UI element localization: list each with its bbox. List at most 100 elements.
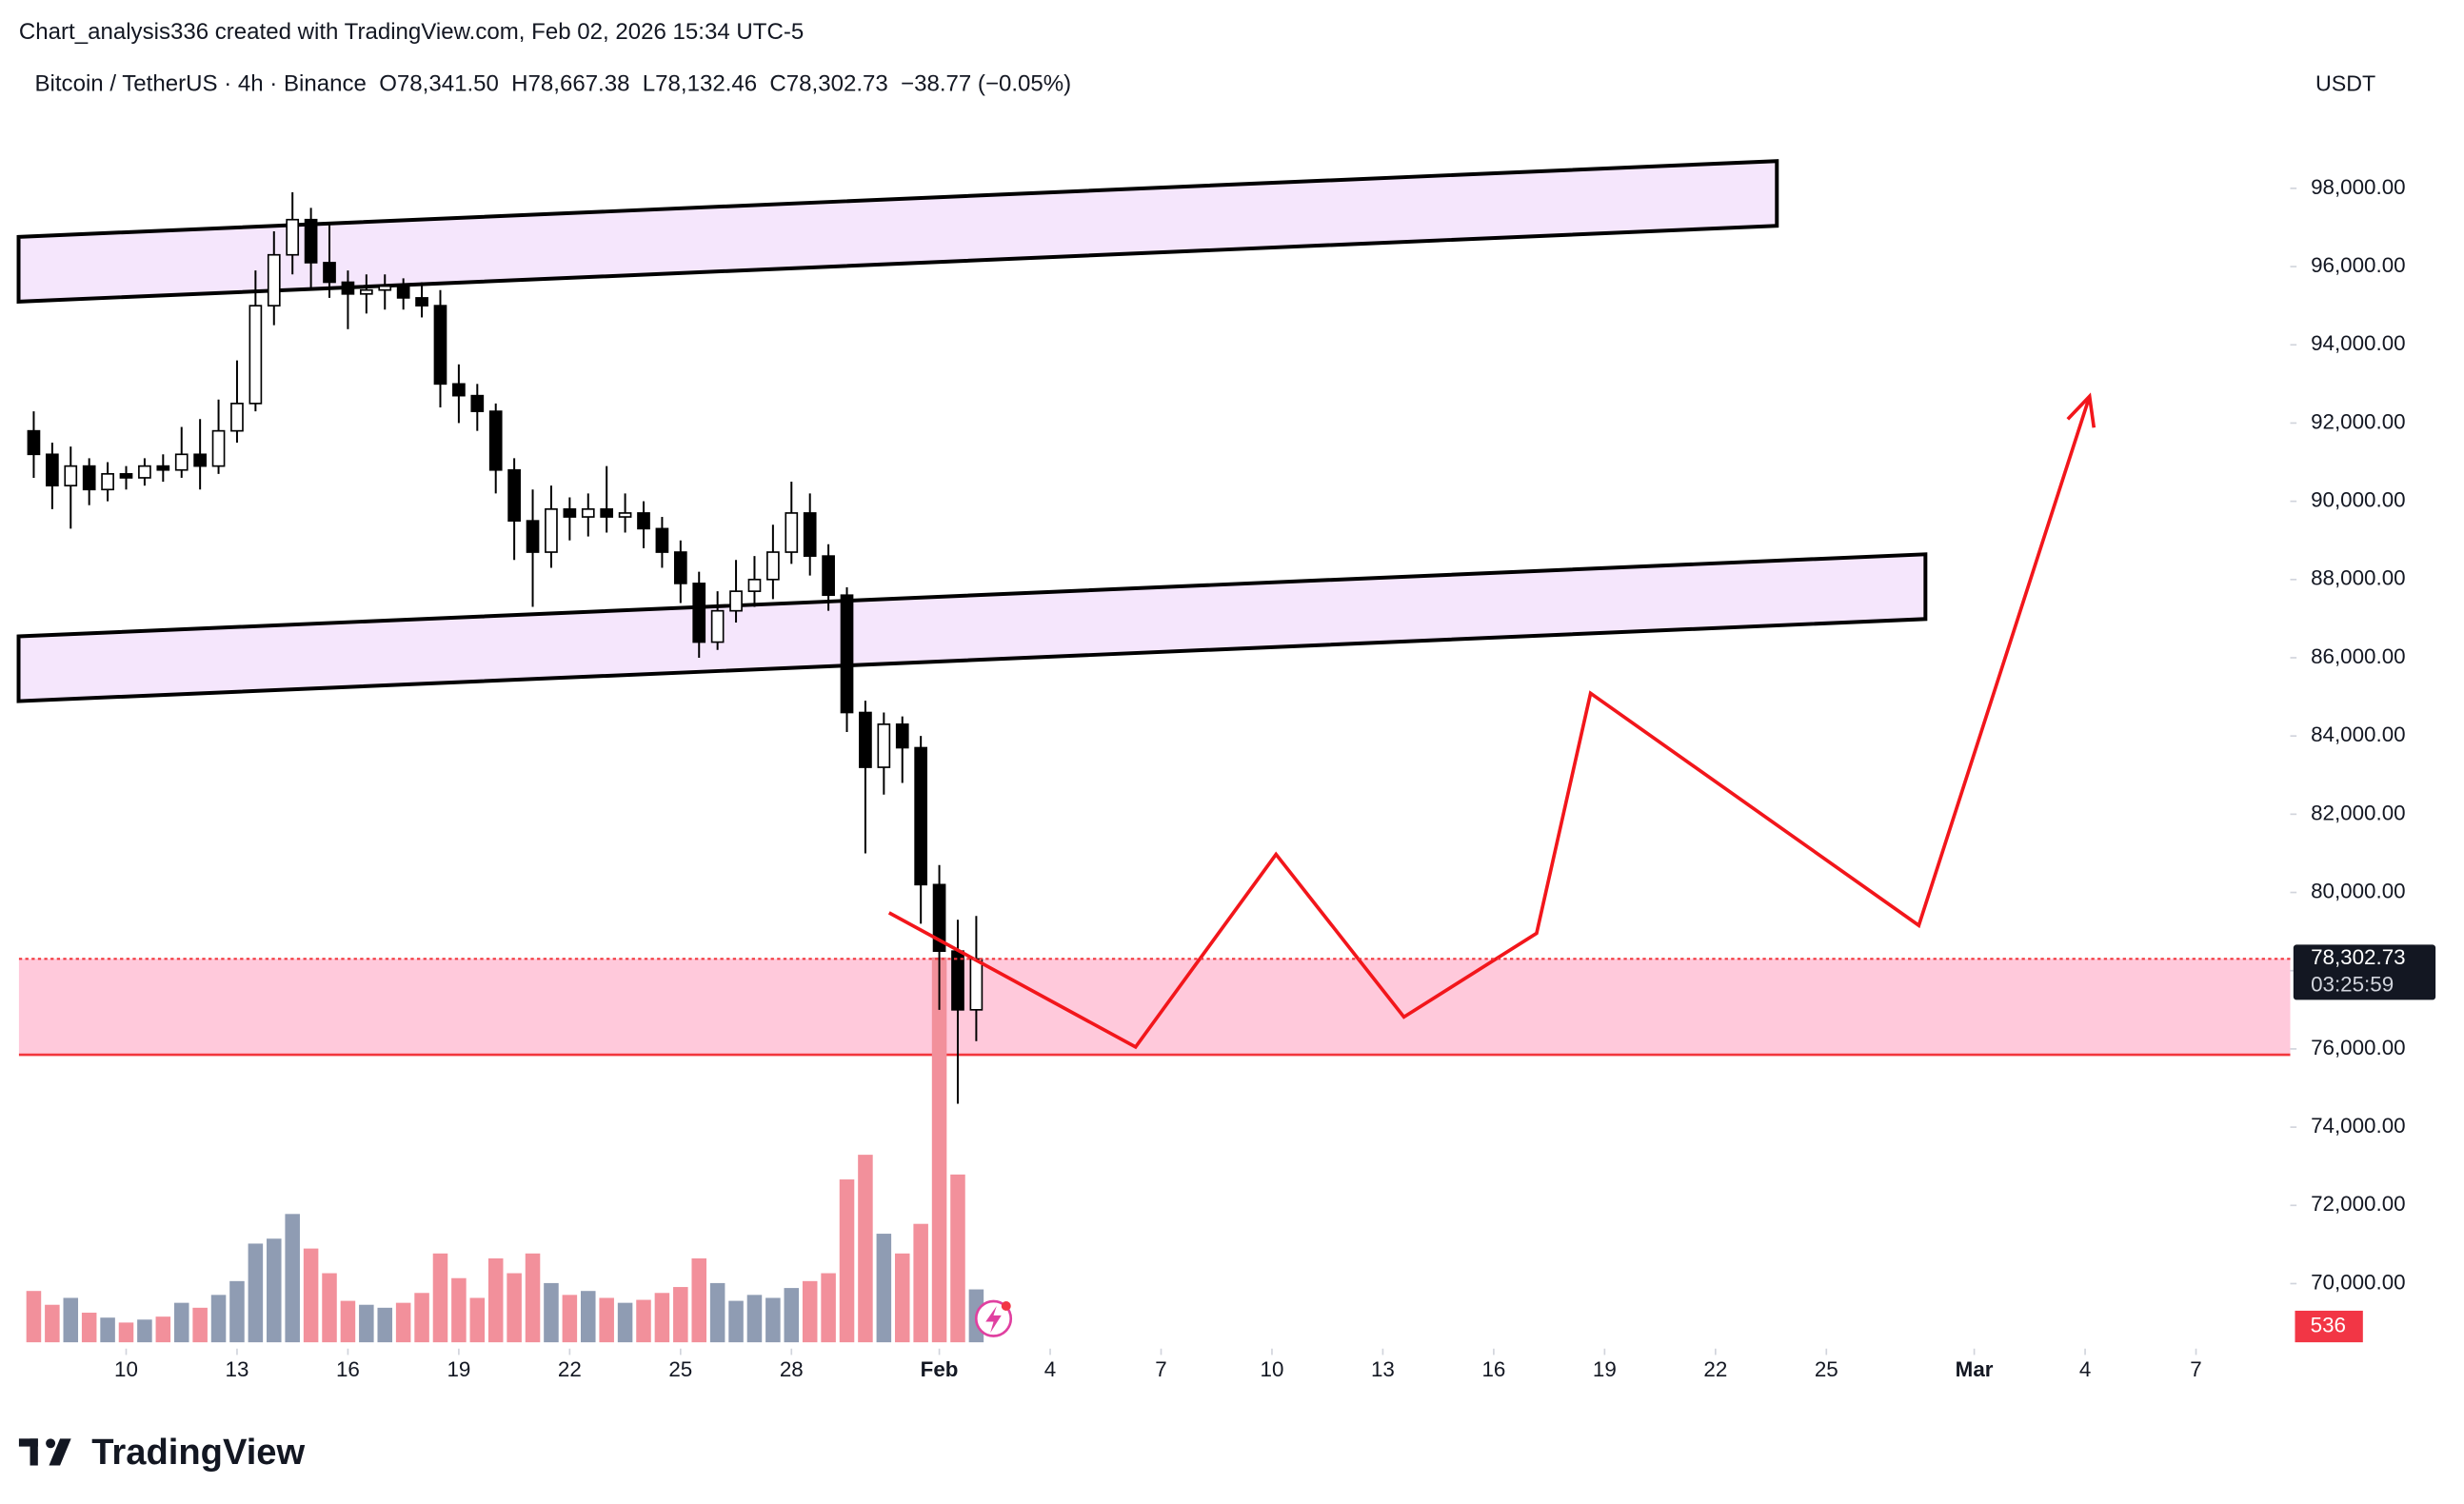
event-icon-dot — [1001, 1300, 1011, 1311]
legend: Bitcoin / TetherUS · 4h · Binance O78,341… — [35, 71, 1072, 97]
candle-body — [138, 465, 151, 479]
logo-mark — [46, 1438, 56, 1449]
candle-body — [895, 723, 909, 749]
volume-bar — [654, 1293, 670, 1343]
y-tick-label: 72,000.00 — [2311, 1192, 2406, 1216]
x-tick-label: 25 — [668, 1357, 692, 1381]
volume-bar — [802, 1280, 818, 1343]
arrow-head — [2066, 392, 2096, 428]
candle-body — [673, 551, 687, 584]
volume-badge-label: 536 — [2311, 1313, 2346, 1336]
candle-body — [655, 527, 669, 553]
volume-bar — [45, 1304, 60, 1343]
logo: TradingView — [18, 1432, 306, 1473]
volume — [26, 957, 984, 1343]
candle-body — [248, 305, 263, 405]
drawings — [16, 159, 2291, 1057]
volume-bar — [839, 1179, 855, 1343]
x-tick-label: 16 — [336, 1357, 360, 1381]
candle-body — [267, 253, 281, 307]
x-tick-label: 10 — [114, 1357, 138, 1381]
volume-bar — [26, 1291, 42, 1343]
price-badge-label: 78,302.73 — [2311, 945, 2406, 969]
candle-body — [877, 723, 891, 768]
channel — [16, 552, 1928, 703]
x-tick-label: 13 — [226, 1357, 249, 1381]
volume-bar — [248, 1243, 264, 1343]
volume-bar — [894, 1253, 910, 1343]
x-tick-label: Mar — [1956, 1357, 1994, 1381]
x-tick-label: 4 — [1044, 1357, 1056, 1381]
candle-body — [470, 394, 485, 412]
candle-body — [323, 262, 336, 284]
y-tick-label: 70,000.00 — [2311, 1270, 2406, 1294]
ohlc-value: −38.77 (−0.05%) — [901, 71, 1071, 97]
y-tick-label: 82,000.00 — [2311, 801, 2406, 824]
volume-bar — [432, 1253, 448, 1343]
candle-body — [488, 410, 503, 471]
x-tick-label: 7 — [2190, 1357, 2201, 1381]
candle-body — [785, 512, 799, 553]
candle-body — [64, 465, 78, 486]
candle-body — [951, 950, 964, 1011]
x-tick-label: Feb — [921, 1357, 959, 1381]
volume-bar — [487, 1257, 504, 1343]
x-tick-label: 7 — [1155, 1357, 1166, 1381]
y-tick-label: 74,000.00 — [2311, 1114, 2406, 1138]
ohlc-value: O78,341.50 — [379, 71, 499, 97]
candle-body — [600, 507, 614, 518]
candle-body — [545, 507, 558, 553]
volume-bar — [617, 1302, 633, 1343]
x-tick-label: 28 — [780, 1357, 804, 1381]
x-tick-label: 4 — [2079, 1357, 2091, 1381]
volume-bar — [599, 1297, 614, 1343]
y-tick-label: 80,000.00 — [2311, 879, 2406, 902]
header: Chart_analysis336 created with TradingVi… — [19, 19, 804, 45]
candle-body — [415, 297, 428, 307]
y-tick-label: 96,000.00 — [2311, 253, 2406, 277]
candle-body — [803, 512, 817, 557]
volume-bar — [913, 1223, 928, 1343]
candle-body — [822, 555, 835, 597]
x-tick-label: 22 — [558, 1357, 582, 1381]
candle-body — [193, 453, 207, 467]
logo-mark — [30, 1438, 38, 1466]
volume-bar — [118, 1322, 134, 1343]
brand: TradingView — [91, 1432, 305, 1473]
currency: USDT — [2315, 71, 2375, 96]
candle-body — [840, 594, 854, 714]
event-icon-bolt — [985, 1305, 1002, 1334]
volume-bar — [728, 1300, 744, 1343]
volume-bar — [858, 1155, 873, 1343]
volume-bar — [414, 1293, 429, 1343]
logo-mark — [49, 1438, 71, 1466]
candle-body — [27, 429, 41, 456]
volume-bar — [673, 1287, 688, 1343]
volume-bar — [173, 1302, 189, 1343]
x-tick-label: 19 — [1593, 1357, 1617, 1381]
candle-body — [119, 473, 133, 479]
ohlc-value: L78,132.46 — [643, 71, 757, 97]
volume-bar — [267, 1238, 282, 1343]
volume-bar — [303, 1248, 319, 1343]
candle-body — [710, 609, 725, 643]
volume-bar — [340, 1300, 356, 1343]
volume-bar — [359, 1304, 374, 1343]
candle-body — [46, 453, 59, 486]
candle-body — [914, 746, 928, 886]
candle-body — [211, 429, 226, 467]
candle-body — [526, 520, 540, 553]
channel — [16, 159, 1779, 304]
y-tick-label: 88,000.00 — [2311, 566, 2406, 590]
volume-bar — [192, 1307, 208, 1343]
candle-body — [452, 383, 466, 397]
volume-bar — [210, 1295, 227, 1343]
x-tick-label: 19 — [447, 1357, 470, 1381]
projection-path — [887, 395, 2092, 1050]
candle-body — [101, 473, 114, 491]
candle-body — [618, 512, 632, 518]
candle-body — [507, 468, 521, 522]
symbol: Bitcoin / TetherUS · 4h · Binance — [35, 71, 367, 97]
volume-bar — [765, 1297, 781, 1343]
